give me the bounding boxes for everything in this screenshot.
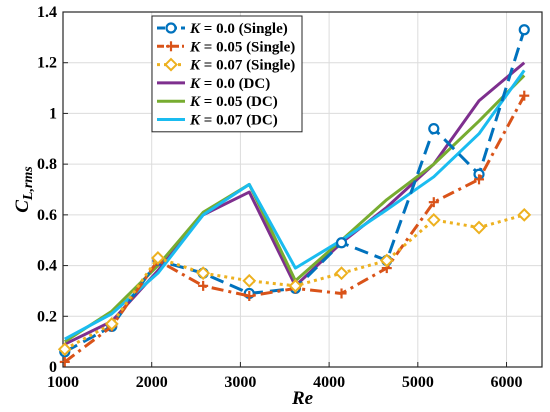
y-axis-title-main: C [12,200,33,213]
series-6 [64,69,526,341]
data-point [198,280,209,291]
data-point [428,123,440,135]
plot-frame [62,11,543,368]
legend-item: K = 0.07 (Single) [157,58,295,74]
legend-item: K = 0.0 (DC) [157,76,270,92]
data-point [428,197,439,208]
legend-box [151,15,303,133]
legend-label: K = 0.07 (DC) [189,113,278,129]
legend-k-text: = 0.0 (DC) [200,76,270,92]
legend-item: K = 0.0 (Single) [157,21,288,37]
legend-k-symbol: K [189,94,201,110]
data-point [150,251,165,265]
data-point [519,90,530,101]
data-point [242,273,257,288]
data-point [518,24,530,36]
legend-k-symbol: K [189,113,201,129]
data-point [472,220,486,235]
data-point [244,291,255,301]
data-point [164,57,178,72]
legend-item: K = 0.05 (Single) [157,39,295,55]
tick-labels: 1000 2000 3000 4000 5000 6000 0 0.2 0.4 0.6 0.8 1 1.… [37,4,523,391]
y-tick-label: 1.4 [37,4,57,21]
legend-label: K = 0.05 (Single) [189,39,295,55]
legend-label: K = 0.0 (DC) [189,76,270,92]
x-tick-label: 1000 [47,374,79,391]
data-point [426,213,441,227]
legend: K = 0.0 (Single)K = 0.05 (Single)K = 0.0… [151,15,303,133]
data-point [166,41,176,52]
legend-k-text: = 0.05 (DC) [200,94,278,110]
legend-label: K = 0.07 (Single) [189,58,295,74]
series-line [64,69,526,341]
y-axis-title-subscript: L,rms [21,166,36,201]
x-tick-label: 5000 [402,374,434,391]
data-point [104,316,119,331]
data-point [334,266,349,281]
data-point [336,288,347,299]
x-axis-title: Re [291,388,314,409]
x-tick-label: 4000 [313,374,345,391]
y-tick-label: 0.2 [37,308,57,325]
y-tick-label: 0 [49,359,57,376]
data-point [474,174,485,185]
legend-label: K = 0.0 (Single) [189,21,288,37]
x-tick-label: 2000 [136,374,168,391]
data-point [335,237,348,249]
legend-k-symbol: K [189,76,201,92]
legend-label: K = 0.05 (DC) [189,94,278,110]
data-point [379,253,394,268]
data-point [288,278,303,293]
legend-k-text: = 0.07 (DC) [200,113,278,129]
y-tick-label: 0.8 [37,156,57,173]
y-axis-title: CL,rms [12,166,36,213]
series-layer [57,24,532,367]
x-tick-label: 3000 [224,374,256,391]
data-point [57,342,72,357]
legend-k-text: = 0.07 (Single) [200,58,295,74]
data-point [59,356,70,367]
legend-item: K = 0.07 (DC) [157,113,278,129]
y-tick-label: 0.4 [37,258,57,275]
legend-k-text: = 0.05 (Single) [200,39,295,55]
y-tick-label: 0.6 [37,207,57,224]
data-point [165,22,177,34]
legend-k-symbol: K [189,39,201,55]
data-point [517,207,532,222]
y-tick-label: 1 [49,105,57,122]
legend-item: K = 0.05 (DC) [157,94,278,110]
legend-k-text: = 0.0 (Single) [200,21,288,37]
data-point [196,266,211,281]
legend-k-symbol: K [189,58,201,74]
y-tick-label: 1.2 [37,55,57,72]
x-tick-label: 6000 [491,374,523,391]
legend-k-symbol: K [189,21,201,37]
series-3 [57,207,532,357]
